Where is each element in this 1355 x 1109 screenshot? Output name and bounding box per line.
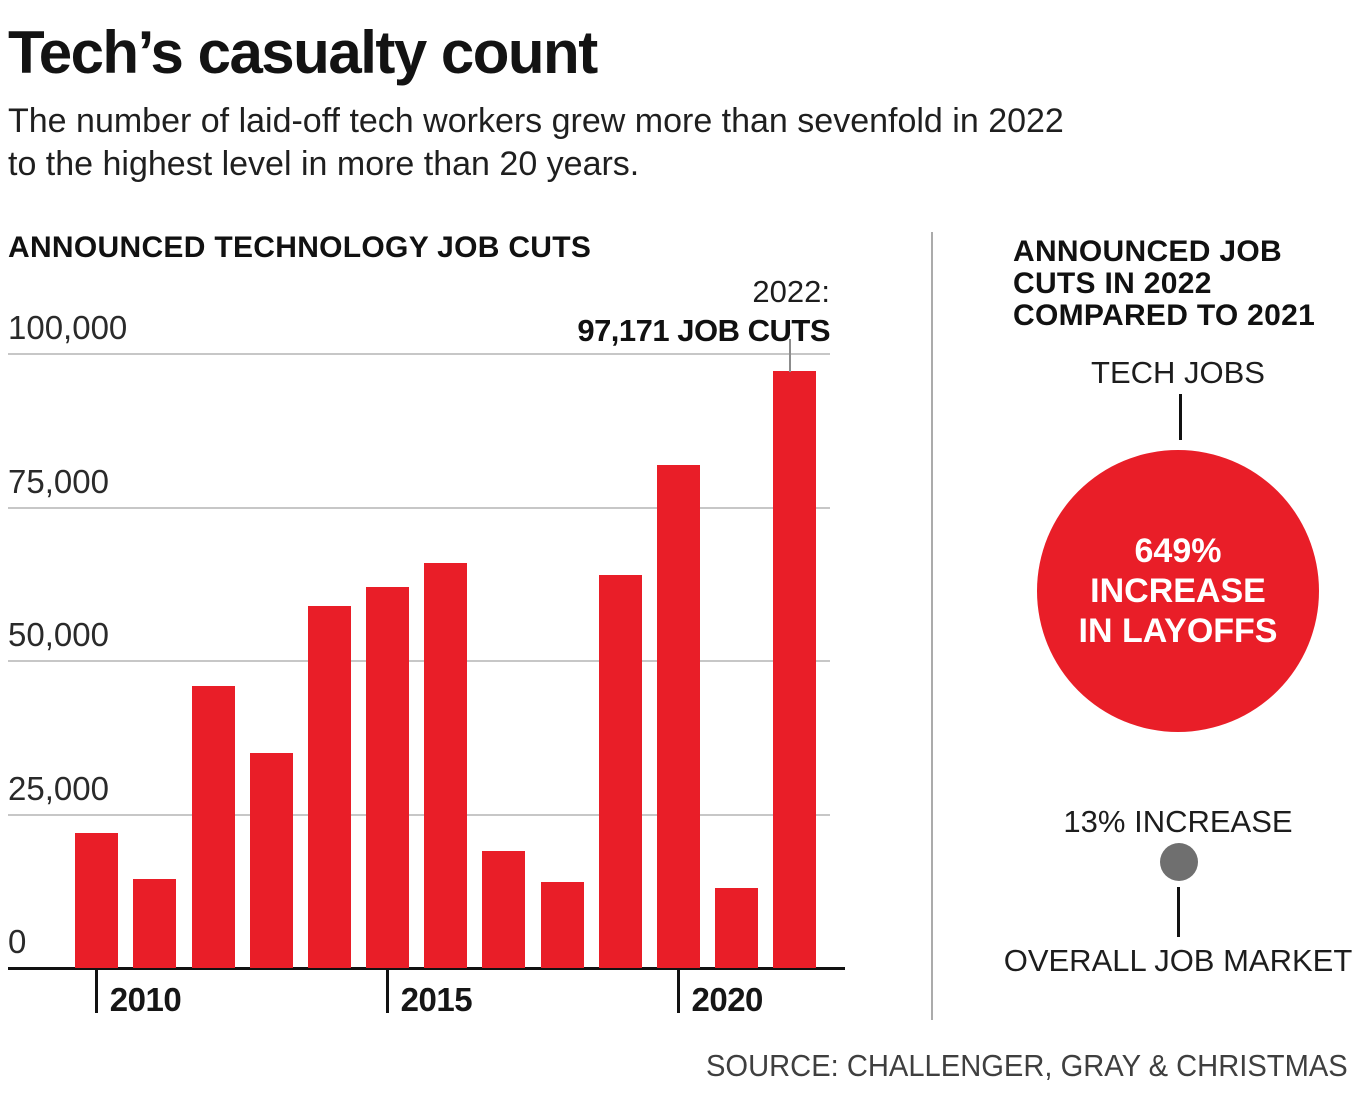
overall-connector-line <box>1177 887 1180 937</box>
bar-2012 <box>191 685 235 968</box>
subtitle-line-1: The number of laid-off tech workers grew… <box>8 102 1064 140</box>
source-credit: SOURCE: CHALLENGER, GRAY & CHRISTMAS <box>706 1048 1348 1083</box>
annotation-value: 97,171 JOB CUTS <box>577 313 830 348</box>
comparison-title-line-1: ANNOUNCED JOB <box>1013 235 1282 268</box>
gridline-50,000 <box>8 660 830 662</box>
tech-circle-line-1: 649% <box>1134 532 1222 570</box>
tech-layoffs-circle-text: 649% INCREASE IN LAYOFFS <box>1079 531 1278 651</box>
annotation-2022: 2022: 97,171 JOB CUTS <box>577 274 830 349</box>
x-axis-label-2010: 2010 <box>109 981 182 1018</box>
bar-2022 <box>773 371 817 968</box>
gridline-75,000 <box>8 506 830 509</box>
bar-chart-title: ANNOUNCED TECHNOLOGY JOB CUTS <box>8 231 592 264</box>
gridline-100,000 <box>8 353 830 355</box>
overall-job-market-circle <box>1160 843 1198 881</box>
bar-2019 <box>598 575 642 968</box>
comparison-title: ANNOUNCED JOB CUTS IN 2022 COMPARED TO 2… <box>1013 236 1315 332</box>
y-axis-label-50,000: 50,000 <box>8 616 109 653</box>
x-axis-baseline <box>8 967 845 970</box>
x-axis-label-2015: 2015 <box>400 981 473 1018</box>
bar-2014 <box>307 605 351 968</box>
bar-2017 <box>482 851 526 968</box>
page-subtitle: The number of laid-off tech workers grew… <box>8 100 1064 186</box>
bar-2018 <box>540 882 584 968</box>
overall-job-market-label: OVERALL JOB MARKET <box>1003 943 1353 978</box>
y-axis-label-25,000: 25,000 <box>8 769 109 807</box>
bar-2010 <box>75 832 119 968</box>
annotation-year: 2022: <box>752 274 830 309</box>
x-axis-tick-2020 <box>677 968 680 1013</box>
bar-2016 <box>424 562 468 968</box>
panel-divider <box>931 232 933 1020</box>
gridline-25,000 <box>8 813 830 816</box>
bar-chart: 0 25,000 50,000 75,000 100,000 2010 2015 2020 <box>8 309 845 1018</box>
bar-2013 <box>249 753 293 968</box>
tech-circle-line-2: INCREASE <box>1090 572 1266 610</box>
x-axis-tick-2010 <box>95 968 99 1013</box>
y-axis-label-75,000: 75,000 <box>8 462 109 500</box>
tech-jobs-connector-line <box>1179 394 1182 440</box>
bar-2020 <box>657 464 700 968</box>
comparison-title-line-3: COMPARED TO 2021 <box>1013 299 1316 332</box>
tech-circle-line-3: IN LAYOFFS <box>1078 612 1278 650</box>
x-axis-tick-2015 <box>386 968 390 1013</box>
x-axis-label-2020: 2020 <box>691 981 764 1018</box>
page-title: Tech’s casualty count <box>8 19 598 86</box>
y-axis-label-0: 0 <box>8 923 27 960</box>
tech-layoffs-circle: 649% INCREASE IN LAYOFFS <box>1037 450 1319 732</box>
subtitle-line-2: to the highest level in more than 20 yea… <box>8 145 640 183</box>
bar-2011 <box>133 878 177 968</box>
overall-increase-label: 13% INCREASE <box>1063 804 1293 839</box>
bar-2015 <box>366 587 410 968</box>
tech-jobs-label: TECH JOBS <box>1091 355 1265 390</box>
bar-2021 <box>715 888 759 968</box>
annotation-leader-line <box>789 339 791 372</box>
y-axis-label-100,000: 100,000 <box>8 309 128 346</box>
comparison-title-line-2: CUTS IN 2022 <box>1013 267 1212 300</box>
